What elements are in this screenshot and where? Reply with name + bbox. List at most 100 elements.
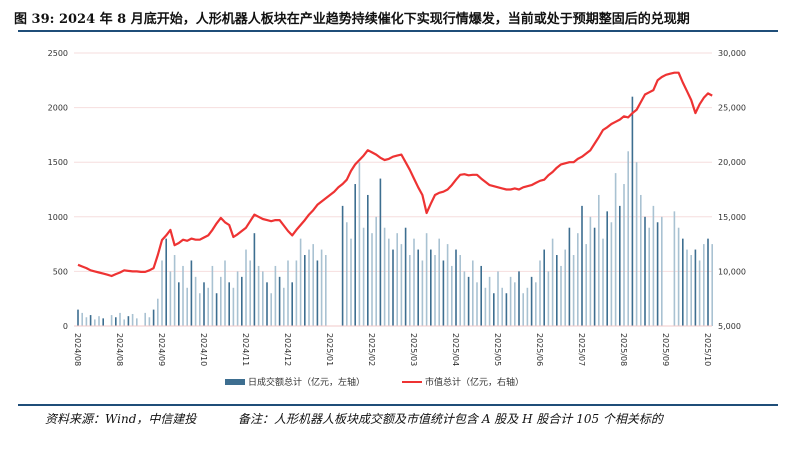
volume-bar (136, 318, 138, 326)
volume-bar (207, 287, 209, 326)
right-tick-label: 30,000 (718, 49, 746, 58)
right-tick-label: 20,000 (718, 158, 746, 167)
volume-bar (152, 309, 155, 326)
volume-bar (623, 184, 625, 326)
volume-bar (115, 317, 117, 326)
x-tick-label: 2025/03 (409, 333, 418, 366)
x-tick-label: 2025/02 (367, 333, 376, 366)
x-tick-label: 2024/12 (283, 333, 292, 366)
volume-bar (291, 282, 293, 326)
volume-bar (610, 222, 613, 326)
volume-bar (241, 276, 243, 326)
volume-bar (644, 216, 646, 326)
volume-bar (161, 260, 163, 326)
right-tick-label: 10,000 (718, 267, 746, 276)
volume-bar (509, 276, 512, 326)
volume-bar (228, 282, 230, 326)
volume-bar (430, 249, 432, 326)
right-tick-label: 5,000 (718, 322, 741, 331)
legend-bar: 日成交额总计（亿元，左轴） (225, 375, 365, 388)
volume-bar (199, 293, 201, 326)
volume-bar (358, 162, 361, 326)
volume-bar (304, 255, 306, 326)
volume-bar (220, 276, 222, 326)
volume-bar (283, 287, 285, 326)
volume-bar (505, 293, 508, 326)
volume-bar (694, 249, 697, 326)
left-tick-label: 0 (63, 322, 68, 331)
volume-bar (572, 255, 575, 326)
volume-bar (77, 309, 79, 326)
x-tick-label: 2025/04 (451, 333, 460, 366)
volume-bar (287, 260, 289, 326)
volume-bar (236, 271, 239, 326)
volume-bar (493, 293, 495, 326)
volume-bar (400, 244, 403, 326)
volume-bar (459, 255, 461, 326)
volume-bar (497, 271, 499, 326)
volume-bar (619, 205, 621, 326)
volume-bar (585, 244, 587, 326)
volume-bar (203, 282, 205, 326)
volume-bar (388, 238, 390, 326)
volume-bar (148, 317, 151, 326)
volume-bar (194, 276, 197, 326)
volume-bar (522, 293, 524, 326)
volume-bar (556, 255, 558, 326)
volume-bar (257, 265, 260, 326)
left-tick-label: 1000 (48, 213, 68, 222)
volume-bar (127, 316, 130, 326)
volume-bar (652, 205, 655, 326)
figure-title: 图 39: 2024 年 8 月底开始，人形机器人板块在产业趋势持续催化下实现行… (14, 12, 690, 27)
volume-bar (627, 151, 629, 326)
volume-bar (249, 260, 251, 326)
volume-bar (593, 227, 596, 326)
volume-bar (396, 233, 398, 326)
legend-line-swatch (402, 380, 422, 383)
legend-bar-label: 日成交额总计（亿元，左轴） (248, 378, 366, 388)
volume-bar (480, 265, 482, 326)
volume-bar (144, 312, 146, 326)
x-tick-label: 2025/10 (703, 333, 712, 366)
volume-bar (661, 216, 663, 326)
source-text: 资料来源：Wind，中信建投 (45, 412, 197, 426)
volume-bar (711, 244, 713, 326)
volume-bar (614, 173, 617, 326)
volume-bar (602, 238, 604, 326)
volume-bar (354, 184, 356, 326)
volume-bar (325, 255, 327, 326)
legend-line-label: 市值总计（亿元，右轴） (425, 378, 525, 388)
volume-bar (703, 244, 705, 326)
volume-bar (434, 255, 436, 326)
volume-bar (178, 282, 180, 326)
volume-bar (467, 276, 470, 326)
x-tick-label: 2024/08 (73, 333, 82, 366)
volume-bar (110, 315, 113, 326)
legend-bar-swatch (225, 378, 245, 385)
volume-bar (568, 227, 571, 326)
volume-bar (371, 233, 373, 326)
volume-bar (421, 260, 424, 326)
volume-bar (190, 260, 193, 326)
volume-bar (581, 205, 583, 326)
volume-bar (484, 287, 487, 326)
title-rule (18, 30, 778, 32)
volume-bar (648, 227, 650, 326)
volume-bar (211, 265, 214, 326)
note-text: 备注：人形机器人板块成交额及市值统计包含 A 股及 H 股合计 105 个相关标… (238, 412, 663, 426)
volume-bar (278, 276, 281, 326)
x-tick-label: 2025/01 (325, 333, 334, 366)
volume-bar (375, 216, 377, 326)
x-tick-label: 2024/11 (241, 333, 250, 366)
volume-bar (392, 249, 394, 326)
left-tick-label: 1500 (48, 158, 68, 167)
volume-bar (169, 271, 172, 326)
footer-rule (18, 404, 778, 406)
market-cap-line (77, 71, 713, 278)
volume-bar (262, 271, 264, 326)
volume-bar (102, 318, 104, 326)
volume-bar (606, 211, 608, 326)
volume-bar (404, 227, 407, 326)
volume-bar (635, 162, 638, 326)
volume-bar (98, 316, 100, 326)
